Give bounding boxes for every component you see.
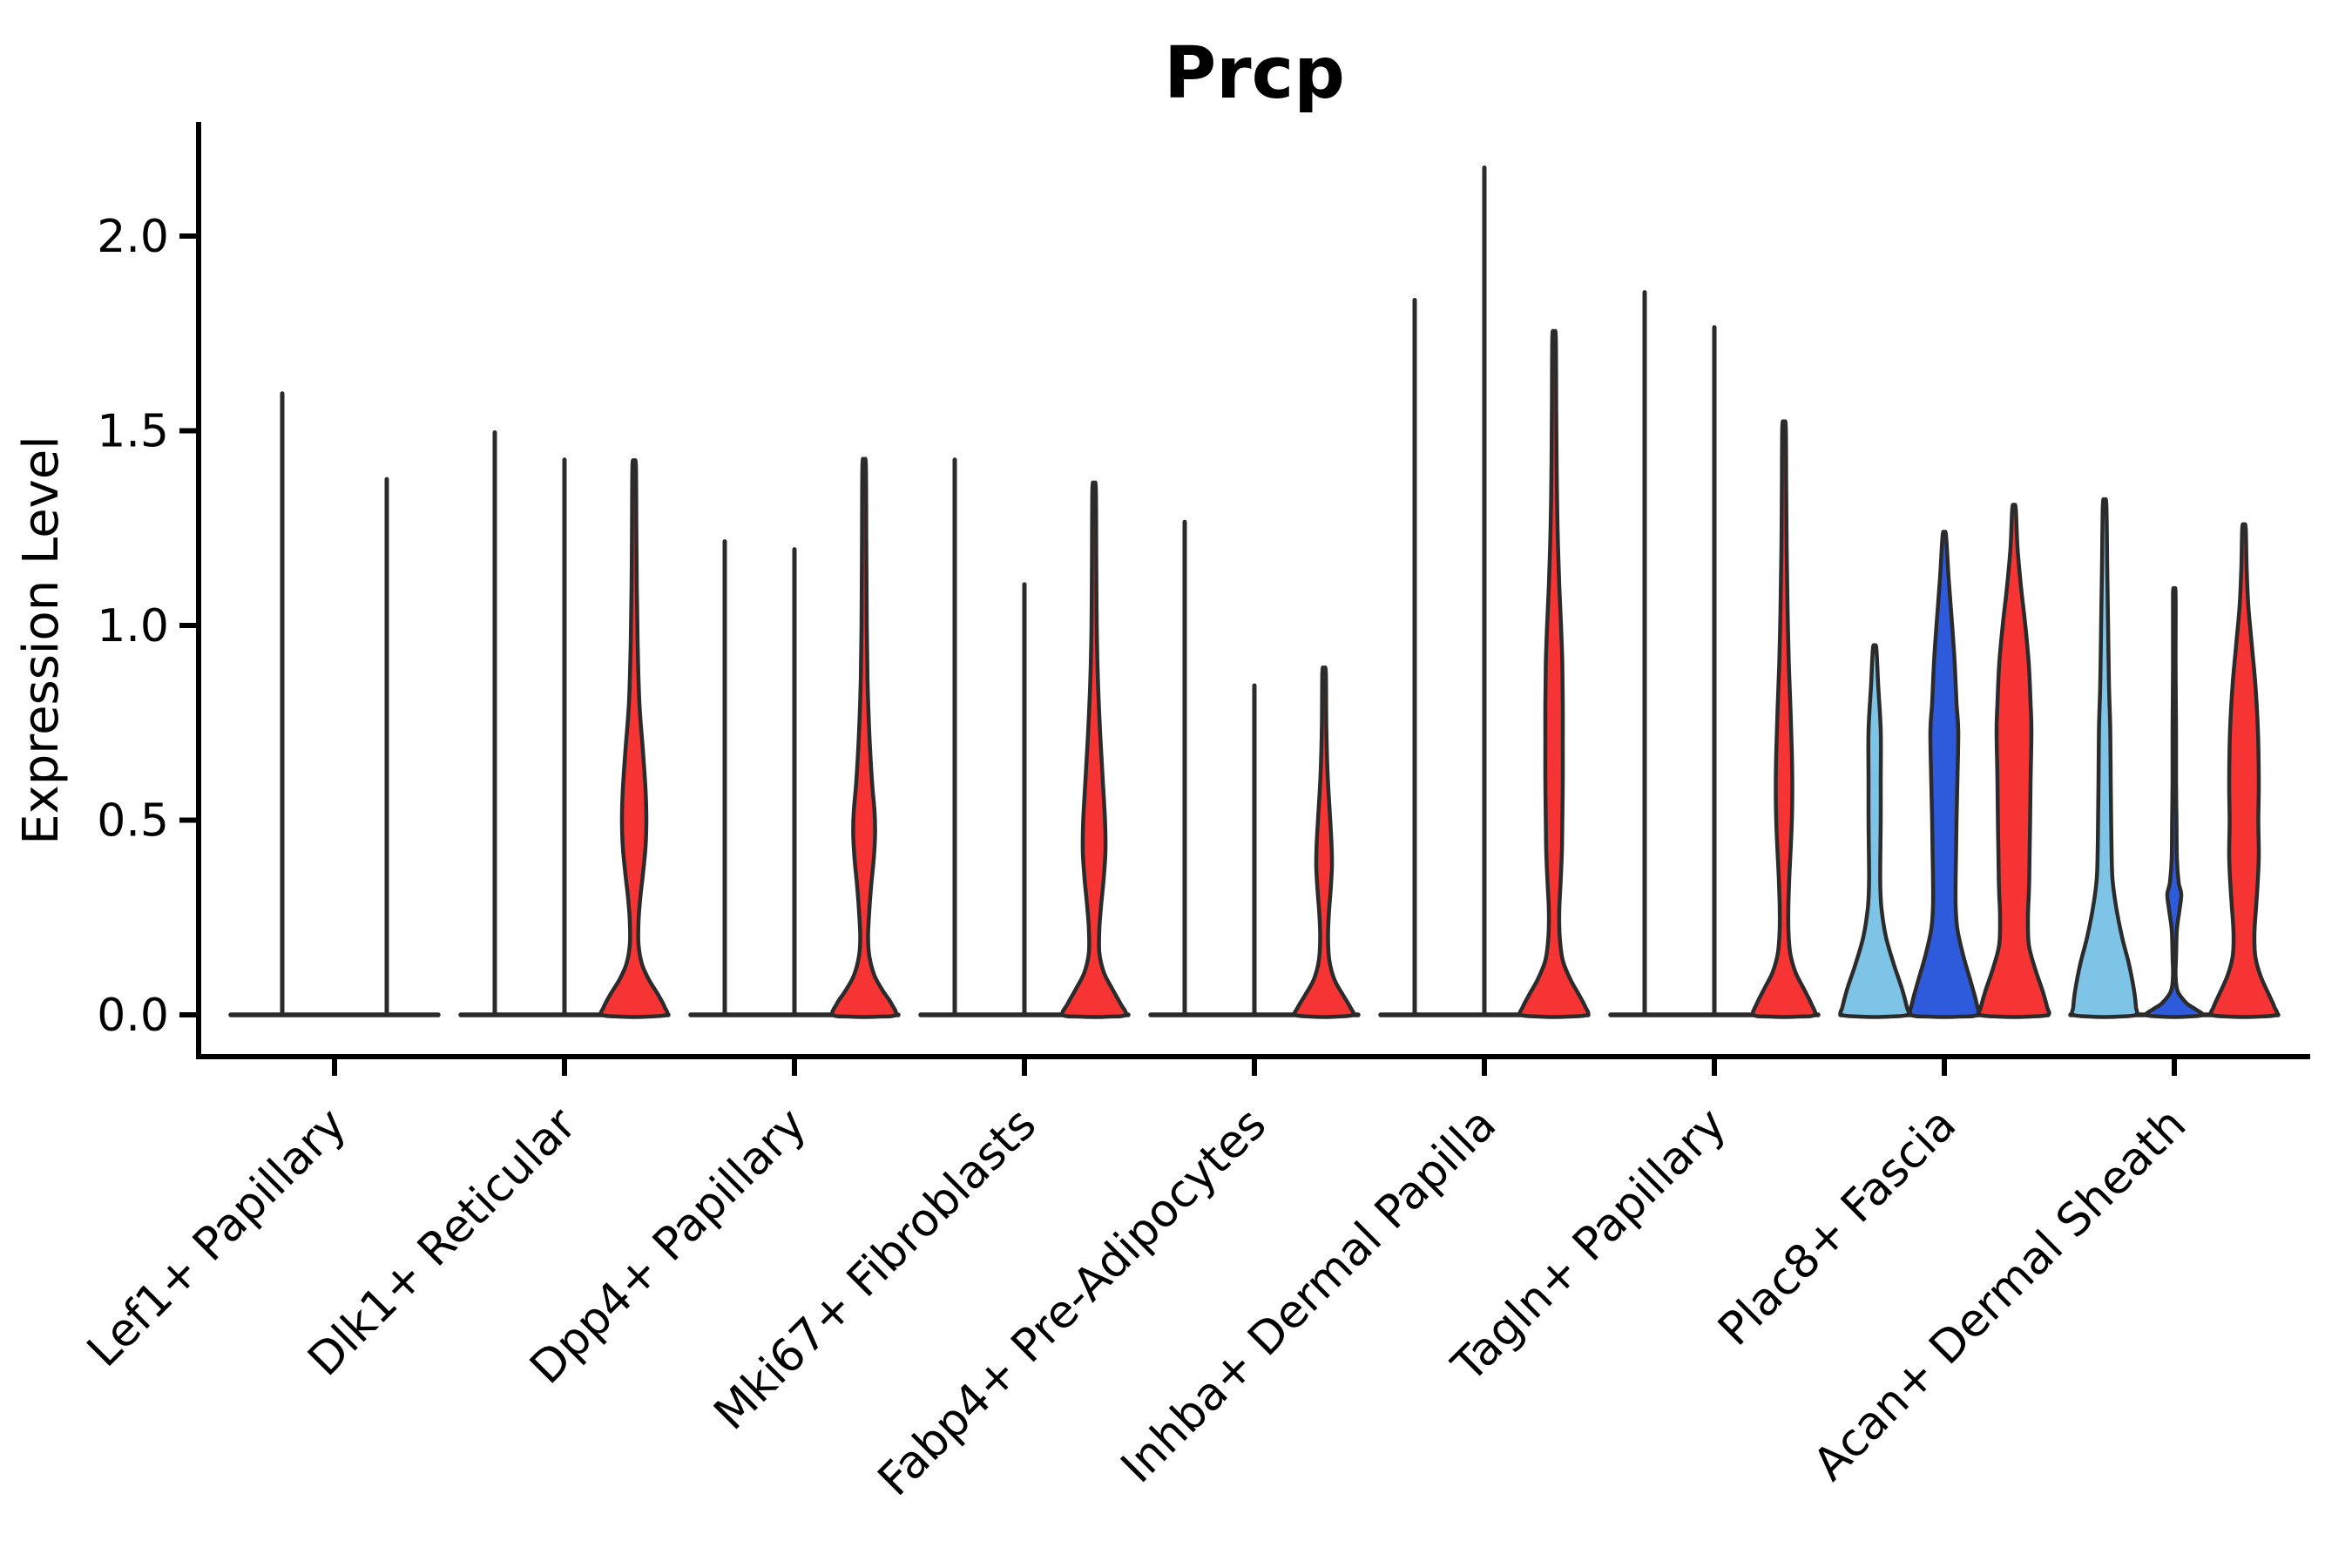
violin-9-1 xyxy=(2070,497,2139,1019)
y-axis-label: Expression Level xyxy=(13,436,70,845)
y-tick-label: 1.0 xyxy=(97,600,169,652)
violin-9-2 xyxy=(2144,585,2205,1019)
violin-4-3 xyxy=(1060,480,1128,1019)
x-category-label: Acan+ Dermal Sheath xyxy=(1804,1098,2197,1491)
y-tick-label: 0.5 xyxy=(97,795,169,848)
y-tick-label: 1.5 xyxy=(97,406,169,458)
violin-8-3 xyxy=(1977,503,2051,1019)
x-category-label: Fabp4+ Pre-Adipocytes xyxy=(868,1098,1276,1506)
violin-9-3 xyxy=(2208,522,2280,1019)
violin-3-3 xyxy=(830,456,898,1019)
y-tick-label: 2.0 xyxy=(97,211,169,263)
y-tick-label: 0.0 xyxy=(97,990,169,1042)
violin-8-1 xyxy=(1838,643,1911,1019)
violin-5-3 xyxy=(1292,665,1356,1019)
x-category-label: Inhba+ Dermal Papilla xyxy=(1112,1098,1506,1493)
violin-8-2 xyxy=(1908,530,1981,1019)
violin-7-3 xyxy=(1751,419,1817,1019)
violins-layer xyxy=(228,166,2281,1019)
x-category-label: Plac8+ Fascia xyxy=(1708,1098,1966,1356)
chart-title: Prcp xyxy=(1164,32,1345,115)
violin-6-3 xyxy=(1517,328,1591,1019)
violin-2-3 xyxy=(598,458,670,1019)
